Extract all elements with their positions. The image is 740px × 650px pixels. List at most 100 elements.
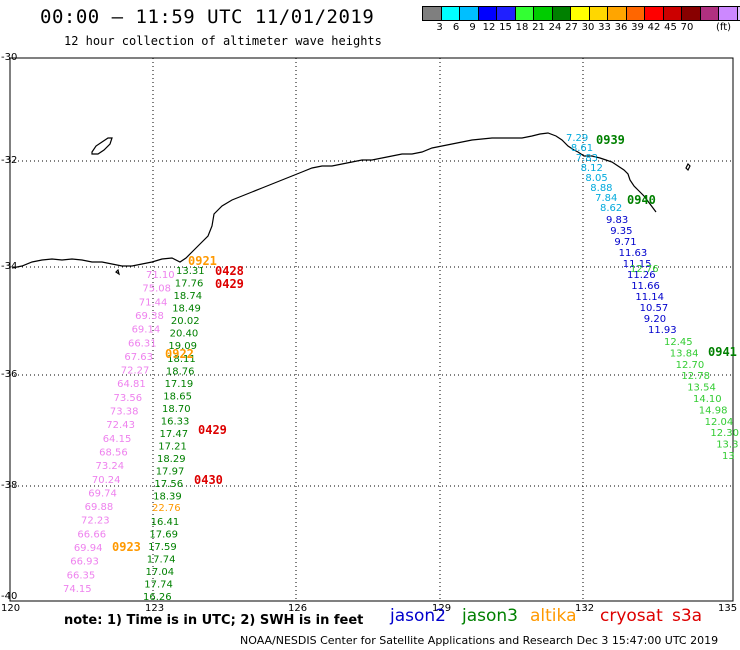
- wave-height-value: 9.83: [606, 215, 628, 226]
- pass-time-label: 0921: [188, 254, 217, 268]
- wave-height-value: 70.24: [92, 475, 121, 486]
- map-gridlines: [10, 58, 733, 600]
- wave-height-value: 11.14: [635, 292, 664, 303]
- wave-height-value: 18.65: [163, 391, 192, 402]
- map-title: 00:00 – 11:59 UTC 11/01/2019: [40, 6, 375, 28]
- wave-height-value: 16.33: [161, 416, 190, 427]
- wave-height-value: 69.38: [135, 311, 164, 322]
- wave-height-value: 64.15: [103, 434, 132, 445]
- wave-height-value: 73.24: [95, 461, 124, 472]
- pass-time-label: 0428: [215, 264, 244, 278]
- wave-height-value: 9.20: [644, 314, 666, 325]
- pass-time-label: 0922: [165, 347, 194, 361]
- wave-height-value: 66.66: [77, 529, 106, 540]
- wave-height-value: 17.74: [147, 554, 176, 565]
- wave-height-value: 14.10: [693, 394, 722, 405]
- wave-height-value: 12.78: [681, 371, 710, 382]
- wave-height-value: 17.74: [144, 579, 173, 590]
- colorbar-label: 9: [469, 22, 476, 33]
- wave-height-value: 20.02: [171, 316, 200, 327]
- wave-height-value: 72.43: [106, 420, 135, 431]
- wave-height-value: 11.26: [627, 270, 656, 281]
- wave-height-value: 12.70: [676, 360, 705, 371]
- lat-label: -30: [1, 52, 18, 63]
- wave-height-value: 74.15: [63, 584, 92, 595]
- wave-height-value: 64.81: [117, 379, 146, 390]
- wave-height-value: 17.56: [154, 479, 183, 490]
- wave-height-value: 7.83: [576, 153, 598, 164]
- wave-height-value: 12.04: [705, 417, 734, 428]
- wave-height-value: 13.31: [176, 266, 205, 277]
- wave-height-value: 17.69: [149, 529, 178, 540]
- colorbar-label: 6: [452, 22, 460, 33]
- wave-height-value: 17.76: [175, 279, 204, 290]
- legend-cryosat: cryosat: [600, 606, 663, 626]
- wave-height-value: 13.84: [670, 348, 699, 359]
- lat-label: -36: [1, 369, 18, 380]
- units-note: note: 1) Time is in UTC; 2) SWH is in fe…: [64, 613, 364, 628]
- colorbar-label: 18: [515, 22, 529, 33]
- wave-height-value: 8.88: [590, 183, 612, 194]
- wave-height-value: 71.44: [139, 297, 168, 308]
- colorbar-label: 21: [532, 22, 545, 33]
- lat-label: -32: [1, 155, 18, 166]
- wave-height-value: 72.27: [121, 366, 150, 377]
- colorbar-label: 12: [482, 22, 496, 33]
- wave-height-value: 17.19: [165, 379, 194, 390]
- wave-height-value: 9.71: [614, 237, 636, 248]
- colorbar-label: 70: [680, 22, 694, 33]
- island-coastline: [91, 137, 113, 155]
- wave-height-value: 66.93: [70, 557, 99, 568]
- wave-height-value: 13: [722, 451, 735, 462]
- wave-height-value: 18.39: [153, 492, 182, 503]
- wave-height-value: 11.15: [623, 259, 652, 270]
- wave-height-value: 19.09: [168, 341, 197, 352]
- colorbar-label: 36: [614, 22, 628, 33]
- wave-height-value: 66.31: [128, 338, 157, 349]
- wave-height-value: 18.76: [166, 366, 195, 377]
- wave-height-value: 17.59: [148, 542, 177, 553]
- wave-height-value: 17.47: [160, 429, 189, 440]
- wave-height-value: 17.21: [158, 442, 187, 453]
- pass-time-label: 0429: [198, 423, 227, 437]
- wave-height-value: 16.41: [151, 517, 180, 528]
- wave-height-value: 71.10: [146, 270, 175, 281]
- wave-height-value: 20.40: [170, 329, 199, 340]
- satellite-tracks: 71.10 75.08 71.44 69.38 69.14 66.31 67.63 72.27…: [63, 133, 739, 603]
- wave-height-colorbar: [422, 6, 740, 21]
- wave-height-value: 7.29: [566, 133, 588, 144]
- wave-height-value: 8.05: [585, 173, 607, 184]
- pass-time-label: 0923: [112, 540, 141, 554]
- wave-height-value: 18.70: [162, 404, 191, 415]
- lon-label: 120: [1, 603, 21, 614]
- wave-height-value: 73.56: [114, 393, 143, 404]
- pass-time-label: 0430: [194, 473, 223, 487]
- colorbar-label: 30: [581, 22, 595, 33]
- colorbar-label: 3: [436, 22, 443, 33]
- wave-height-value: 12.30: [710, 428, 739, 439]
- lon-label: 129: [432, 603, 452, 614]
- lon-label: 135: [718, 603, 738, 614]
- wave-height-value: 8.62: [600, 203, 622, 214]
- map-subtitle: 12 hour collection of altimeter wave hei…: [64, 34, 382, 48]
- colorbar-label: 45: [664, 22, 677, 33]
- wave-height-value: 67.63: [124, 352, 153, 363]
- wave-height-value: 13.54: [687, 383, 716, 394]
- legend-jason2: jason2: [390, 606, 446, 626]
- legend-altika: altika: [530, 606, 577, 626]
- wave-height-value: 69.14: [132, 325, 161, 336]
- wave-height-value: 69.94: [74, 543, 103, 554]
- lat-label: -34: [1, 261, 18, 272]
- pass-time-label: 0939: [596, 133, 625, 147]
- wave-height-value: 18.74: [173, 291, 202, 302]
- colorbar-label: 27: [565, 22, 578, 33]
- wave-height-value: 12.45: [664, 337, 693, 348]
- wave-height-value: 13.3: [716, 440, 738, 451]
- wave-height-value: 14.98: [699, 405, 728, 416]
- colorbar-unit: (ft): [716, 22, 732, 33]
- colorbar-cell: [736, 6, 740, 21]
- coastline: [11, 132, 657, 269]
- wave-height-value: 17.04: [146, 567, 175, 578]
